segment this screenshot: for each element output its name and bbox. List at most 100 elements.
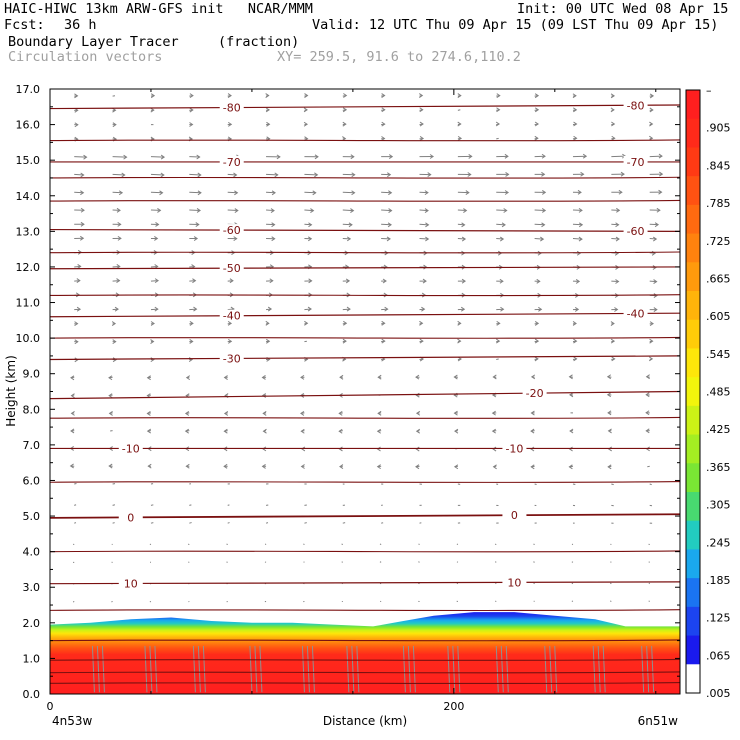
circulation-vector-head xyxy=(387,222,392,228)
circulation-vector xyxy=(150,173,164,176)
circulation-vector xyxy=(189,308,197,311)
circulation-vector-head xyxy=(146,375,151,381)
circulation-vector xyxy=(544,645,548,693)
circulation-vector-head xyxy=(611,121,616,127)
circulation-vector-head xyxy=(348,222,353,228)
circulation-vector xyxy=(456,543,459,545)
circulation-vector xyxy=(265,522,269,524)
temperature-contour xyxy=(49,104,681,110)
forecast-label: Fcst: xyxy=(4,17,45,33)
circulation-vector-head xyxy=(381,93,386,98)
colorbar-label: .725 xyxy=(706,235,731,248)
circulation-vector-head xyxy=(377,374,382,380)
temperature-contour xyxy=(49,658,681,661)
y-tick-label: 12.0 xyxy=(16,261,41,274)
circulation-vector xyxy=(572,483,576,486)
circulation-vector-head xyxy=(541,171,546,177)
circulation-vector xyxy=(494,543,497,545)
circulation-vector-head xyxy=(572,321,577,326)
circulation-vector xyxy=(418,561,420,563)
circulation-vector-head xyxy=(461,222,466,228)
circulation-vector-head xyxy=(649,121,654,127)
circulation-vector-head xyxy=(228,338,233,344)
temperature-contour xyxy=(49,513,681,519)
circulation-vector-head xyxy=(534,320,540,326)
contour-label: -10 xyxy=(505,442,523,455)
x-tick-label: 0 xyxy=(47,700,54,713)
circulation-vector-head xyxy=(314,172,319,178)
colorbar-label: .245 xyxy=(706,536,731,549)
contour-label-bg xyxy=(502,576,527,588)
colorbar-swatch xyxy=(686,405,700,436)
temperature-contour xyxy=(49,682,681,685)
circulation-vector xyxy=(611,483,614,486)
circulation-vector-head xyxy=(503,208,508,213)
circulation-vector xyxy=(101,645,105,693)
circulation-vector-head xyxy=(606,392,612,398)
circulation-vector xyxy=(571,561,574,563)
circulation-vector xyxy=(341,543,344,545)
circulation-vector-head xyxy=(300,410,305,416)
circulation-vector xyxy=(457,223,465,226)
y-tick-label: 16.0 xyxy=(16,119,41,132)
circulation-vector-head xyxy=(265,320,270,326)
circulation-vector-head xyxy=(196,154,201,160)
circulation-vector xyxy=(342,191,355,194)
circulation-vector-head xyxy=(276,154,281,160)
circulation-vector-head xyxy=(645,428,650,434)
circulation-vector-head xyxy=(261,463,266,469)
circulation-vector-head xyxy=(534,93,540,99)
circulation-vector-head xyxy=(117,235,122,241)
colorbar-swatch xyxy=(686,578,700,608)
circulation-vector-head xyxy=(308,278,313,284)
circulation-vector xyxy=(227,522,230,524)
temperature-contour xyxy=(49,581,681,585)
circulation-vector xyxy=(342,223,352,226)
circulation-vector-head xyxy=(659,171,664,177)
circulation-vector-head xyxy=(150,339,155,344)
contour-label: -40 xyxy=(627,307,645,320)
contour-label: 10 xyxy=(124,577,138,590)
circulation-vector xyxy=(419,209,429,212)
circulation-vector-head xyxy=(80,172,85,178)
circulation-vector-head xyxy=(424,190,429,196)
circulation-vector xyxy=(227,173,237,176)
model-title: HAIC-HIWC 13km ARW-GFS init NCAR/MMM xyxy=(4,1,313,17)
circulation-vector xyxy=(554,645,558,693)
circulation-vector-head xyxy=(350,208,355,214)
circulation-vector-head xyxy=(649,338,654,344)
colorbar-label: .425 xyxy=(706,423,731,436)
circulation-vector-head xyxy=(453,374,458,380)
circulation-vector-head xyxy=(419,320,424,326)
circulation-vector xyxy=(227,209,238,212)
circulation-vector-head xyxy=(572,93,577,99)
circulation-vector-head xyxy=(74,321,79,327)
circulation-vector xyxy=(457,645,461,693)
circulation-vector-head xyxy=(419,121,424,127)
circulation-vector-head xyxy=(616,207,621,213)
circulation-vector-head xyxy=(419,93,424,98)
circulation-vector xyxy=(500,645,504,693)
contour-label: -10 xyxy=(122,442,140,455)
y-tick-label: 6.0 xyxy=(23,474,41,487)
circulation-vector xyxy=(91,645,95,693)
circulation-vector-head xyxy=(342,338,347,344)
colorbar-label: .185 xyxy=(706,574,731,587)
circulation-vector xyxy=(611,237,620,240)
contour-label-bg xyxy=(219,309,244,321)
circulation-vector xyxy=(150,280,159,282)
circulation-vector-head xyxy=(645,410,650,416)
temperature-contour xyxy=(49,550,681,553)
circulation-vector-head xyxy=(569,428,574,434)
circulation-vector-head xyxy=(534,121,540,127)
circulation-vector xyxy=(648,582,651,585)
circulation-vector-head xyxy=(381,136,386,141)
temperature-contour xyxy=(49,336,681,339)
colorbar-swatch xyxy=(686,204,700,235)
circulation-vector-head xyxy=(189,122,194,127)
circulation-vector xyxy=(112,173,125,176)
circulation-vector-head xyxy=(575,279,581,284)
x-end-label-left: 4n53w xyxy=(52,714,93,728)
circulation-vector-head xyxy=(197,172,202,178)
circulation-vector-head xyxy=(653,279,658,284)
